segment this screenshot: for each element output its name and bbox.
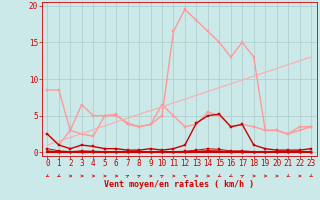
X-axis label: Vent moyen/en rafales ( km/h ): Vent moyen/en rafales ( km/h ) — [104, 180, 254, 189]
